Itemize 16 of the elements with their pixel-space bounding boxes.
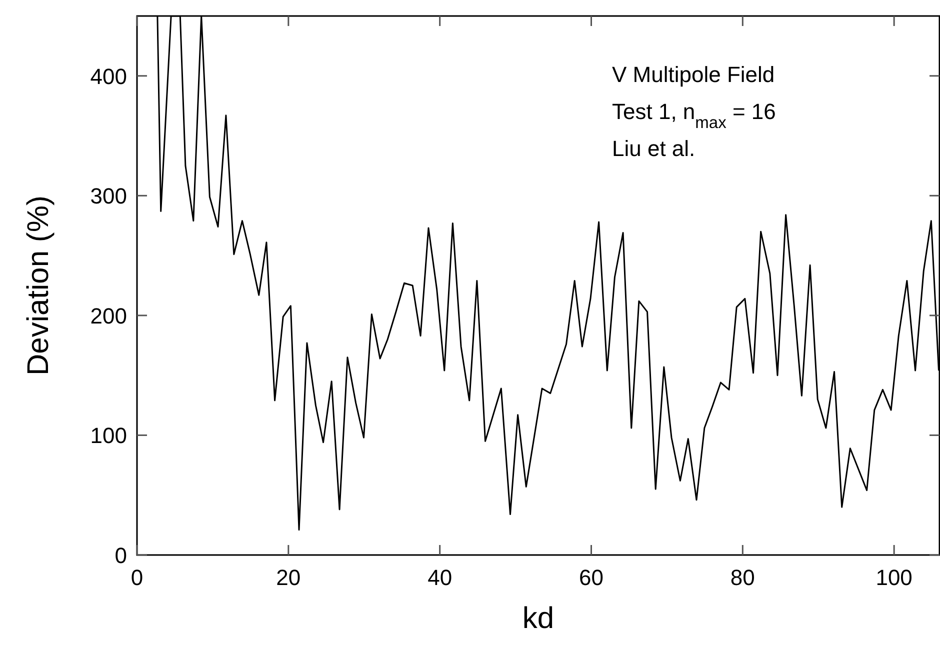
x-tick-label: 60 [579, 565, 604, 590]
y-tick-label: 0 [114, 543, 127, 568]
annotation: V Multipole Field [612, 62, 775, 87]
x-tick-label: 0 [130, 565, 144, 590]
y-axis-title: Deviation (%) [22, 195, 55, 376]
x-tick-label: 20 [276, 565, 301, 590]
x-tick-label: 40 [428, 565, 452, 590]
x-tick-label: 80 [730, 565, 755, 590]
y-tick-label: 300 [90, 184, 127, 209]
y-tick-label: 400 [90, 64, 127, 89]
annotation: Liu et al. [612, 136, 696, 161]
x-tick-label: 100 [876, 565, 912, 590]
x-axis-title: kd [522, 602, 554, 635]
y-tick-label: 100 [90, 423, 127, 448]
y-tick-label: 200 [90, 303, 127, 328]
annotation: Test 1, n$_{max}$ = 16 [612, 99, 776, 132]
